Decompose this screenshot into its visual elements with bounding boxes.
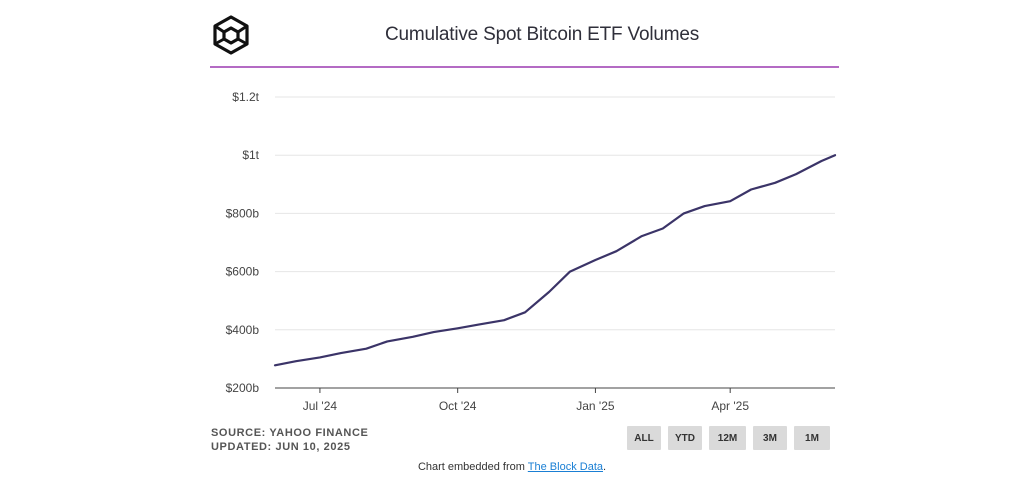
y-tick-label: $200b [226, 381, 260, 395]
source-text: SOURCE: YAHOO FINANCE [211, 427, 369, 439]
chart-source: SOURCE: YAHOO FINANCE UPDATED: JUN 10, 2… [211, 426, 368, 454]
updated-text: UPDATED: JUN 10, 2025 [211, 441, 351, 453]
x-tick-label: Jul '24 [303, 399, 338, 413]
y-tick-label: $600b [226, 265, 260, 279]
chart-title: Cumulative Spot Bitcoin ETF Volumes [384, 24, 700, 45]
series-line [273, 154, 837, 367]
y-tick-label: $400b [226, 323, 260, 337]
y-tick-label: $800b [226, 206, 260, 220]
range-button-3m[interactable]: 3M [753, 426, 787, 450]
range-button-ytd[interactable]: YTD [668, 426, 702, 450]
y-tick-label: $1t [242, 148, 259, 162]
range-button-12m[interactable]: 12M [709, 426, 746, 450]
cube-logo-icon [213, 15, 249, 55]
embed-note: Chart embedded from The Block Data. [0, 461, 1024, 473]
x-tick-label: Apr '25 [711, 399, 749, 413]
range-button-1m[interactable]: 1M [794, 426, 830, 450]
the-block-data-link[interactable]: The Block Data [527, 461, 603, 473]
embed-suffix: . [603, 461, 607, 473]
embed-prefix: Chart embedded from [417, 461, 528, 473]
range-selector: ALL YTD 12M 3M 1M [627, 426, 830, 450]
range-button-all[interactable]: ALL [627, 426, 661, 450]
x-tick-label: Jan '25 [576, 399, 615, 413]
y-tick-label: $1.2t [232, 90, 259, 104]
title-divider [210, 66, 839, 68]
x-tick-label: Oct '24 [439, 399, 477, 413]
